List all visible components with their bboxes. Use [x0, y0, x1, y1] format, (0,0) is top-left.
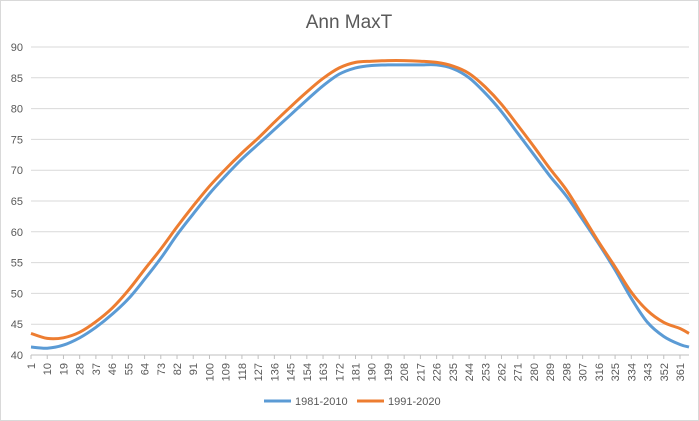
legend-label: 1981-2010 [295, 396, 348, 408]
x-tick-label: 163 [318, 363, 330, 381]
x-tick-label: 253 [480, 363, 492, 381]
x-tick-label: 136 [269, 363, 281, 381]
x-tick-label: 334 [626, 363, 638, 381]
x-tick-label: 37 [91, 363, 103, 375]
y-tick-label: 50 [11, 288, 23, 300]
y-tick-label: 70 [11, 165, 23, 177]
x-tick-label: 109 [221, 363, 233, 381]
legend: 1981-2010 1991-2020 [264, 396, 441, 408]
x-tick-label: 91 [188, 363, 200, 375]
x-tick-label: 100 [204, 363, 216, 381]
y-tick-label: 75 [11, 134, 23, 146]
x-tick-label: 235 [448, 363, 460, 381]
x-tick-label: 217 [415, 363, 427, 381]
y-tick-label: 80 [11, 104, 23, 116]
y-tick-label: 55 [11, 258, 23, 270]
x-tick-label: 154 [302, 363, 314, 381]
y-tick-label: 65 [11, 196, 23, 208]
x-tick-label: 325 [610, 363, 622, 381]
legend-label: 1991-2020 [388, 396, 441, 408]
x-tick-label: 1 [26, 363, 38, 369]
x-tick-label: 244 [464, 363, 476, 381]
series-line-1991-2020 [30, 58, 690, 341]
x-tick-label: 352 [659, 363, 671, 381]
x-tick-label: 343 [643, 363, 655, 381]
x-tick-label: 46 [107, 363, 119, 375]
x-tick-label: 73 [156, 363, 168, 375]
series-line-1981-2010 [30, 63, 690, 350]
x-tick-label: 19 [58, 363, 70, 375]
x-tick-label: 190 [367, 363, 379, 381]
x-axis: 1 10 19 28 37 46 55 64 73 82 91 100 109 118 127 136 145 1… [26, 354, 689, 381]
x-tick-label: 118 [237, 363, 249, 381]
x-tick-label: 181 [350, 363, 362, 381]
x-tick-label: 208 [399, 363, 411, 381]
x-tick-label: 298 [561, 363, 573, 381]
chart-title: Ann MaxT [306, 12, 393, 33]
x-tick-label: 307 [578, 363, 590, 381]
x-tick-label: 316 [594, 363, 606, 381]
gridlines [31, 46, 689, 325]
y-tick-label: 90 [11, 42, 23, 54]
y-tick-label: 85 [11, 73, 23, 85]
x-tick-label: 262 [497, 363, 509, 381]
y-tick-label: 40 [11, 350, 23, 362]
x-tick-label: 145 [286, 363, 298, 381]
x-tick-label: 82 [172, 363, 184, 375]
x-tick-label: 361 [675, 363, 687, 381]
x-tick-label: 289 [545, 363, 557, 381]
x-tick-label: 28 [75, 363, 87, 375]
x-tick-label: 10 [42, 363, 54, 375]
y-axis: 40 45 50 55 60 65 70 75 80 85 90 [11, 42, 23, 362]
series-lines [30, 58, 690, 350]
y-tick-label: 60 [11, 227, 23, 239]
x-tick-label: 226 [432, 363, 444, 381]
x-tick-label: 280 [529, 363, 541, 381]
x-tick-label: 127 [253, 363, 265, 381]
x-tick-label: 199 [383, 363, 395, 381]
x-tick-label: 55 [123, 363, 135, 375]
x-tick-label: 172 [334, 363, 346, 381]
x-tick-label: 64 [140, 363, 152, 375]
x-tick-label: 271 [513, 363, 525, 381]
y-tick-label: 45 [11, 319, 23, 331]
